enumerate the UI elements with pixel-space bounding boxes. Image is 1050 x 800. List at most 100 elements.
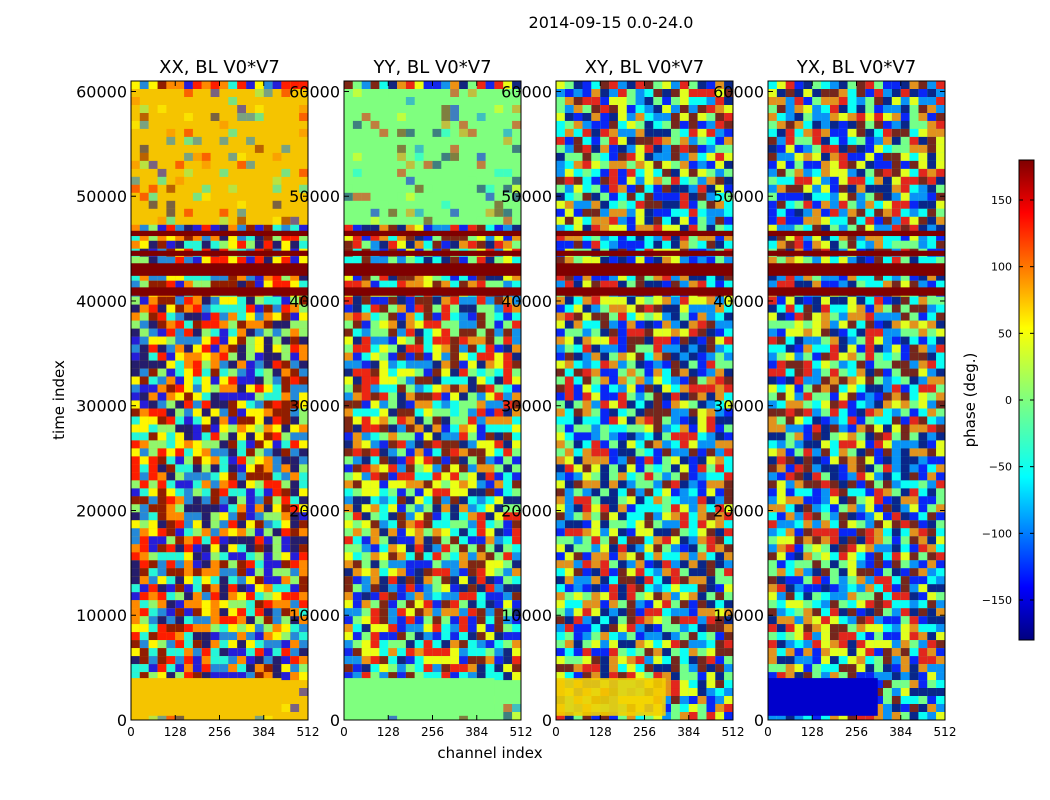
heatmap-cell <box>281 464 291 473</box>
heatmap-cell <box>706 592 716 601</box>
heatmap-cell <box>352 336 362 345</box>
heatmap-cell <box>139 376 149 385</box>
heatmap-cell <box>246 304 255 313</box>
heatmap-cell <box>246 632 255 641</box>
heatmap-cell <box>246 520 255 529</box>
heatmap-cell <box>715 312 725 321</box>
heatmap-cell <box>794 89 804 97</box>
heatmap-cell <box>591 504 601 513</box>
heatmap-cell <box>254 632 264 641</box>
heatmap-cell <box>494 392 504 401</box>
heatmap-cell <box>210 472 220 481</box>
heatmap-cell <box>715 320 725 329</box>
heatmap-cell <box>139 304 149 313</box>
heatmap-cell <box>201 280 211 289</box>
heatmap-cell <box>556 608 565 617</box>
heatmap-cell <box>476 81 486 89</box>
heatmap-cell <box>485 584 495 593</box>
heatmap-cell <box>662 616 671 625</box>
heatmap-cell <box>299 592 308 601</box>
heatmap-cell <box>361 600 371 609</box>
heatmap-cell <box>246 528 255 537</box>
heatmap-cell <box>175 576 185 585</box>
heatmap-cell <box>228 304 238 313</box>
heatmap-cell <box>768 160 777 169</box>
heatmap-cell <box>414 144 424 153</box>
heatmap-cell <box>918 152 928 161</box>
heatmap-cell <box>936 216 945 225</box>
heatmap-cell <box>874 200 883 209</box>
heatmap-cell <box>201 488 211 497</box>
heatmap-cell <box>237 648 246 657</box>
heatmap-cell <box>653 464 663 473</box>
heatmap-cell <box>609 656 618 665</box>
heatmap-cell <box>618 176 627 185</box>
heatmap-cell <box>139 312 149 321</box>
heatmap-cell <box>679 216 689 225</box>
heatmap-cell <box>388 560 398 569</box>
heatmap-cell <box>237 512 246 521</box>
heatmap-cell <box>679 704 689 712</box>
heatmap-cell <box>397 376 406 385</box>
heatmap-cell <box>166 584 176 593</box>
heatmap-cell <box>237 280 246 289</box>
heatmap-cell <box>290 600 300 609</box>
heatmap-cell <box>635 656 645 665</box>
heatmap-cell <box>662 648 671 657</box>
heatmap-cell <box>210 656 220 665</box>
heatmap-cell <box>662 320 671 329</box>
heatmap-cell <box>662 160 671 169</box>
heatmap-cell <box>175 464 185 473</box>
heatmap-cell <box>688 528 698 537</box>
heatmap-cell <box>697 464 707 473</box>
heatmap-cell <box>405 224 415 233</box>
heatmap-cell <box>397 464 406 473</box>
heatmap-cell <box>175 272 185 281</box>
heatmap-cell <box>184 416 193 425</box>
heatmap-cell <box>441 648 451 657</box>
heatmap-cell <box>388 608 398 617</box>
heatmap-cell <box>237 384 246 393</box>
heatmap-cell <box>591 632 601 641</box>
heatmap-cell <box>724 136 733 145</box>
heatmap-cell <box>397 648 406 657</box>
heatmap-cell <box>909 200 919 209</box>
heatmap-cell <box>432 448 442 457</box>
heatmap-cell <box>891 200 901 209</box>
heatmap-cell <box>485 81 495 89</box>
heatmap-cell <box>635 432 645 441</box>
heatmap-cell <box>210 592 220 601</box>
heatmap-cell <box>697 280 707 289</box>
heatmap-cell <box>635 504 645 513</box>
heatmap-cell <box>847 216 857 225</box>
heatmap-cell <box>228 81 238 89</box>
heatmap-cell <box>388 488 398 497</box>
heatmap-cell <box>874 168 883 177</box>
heatmap-cell <box>626 208 636 217</box>
heatmap-cell <box>626 552 636 561</box>
heatmap-cell <box>299 512 308 521</box>
heatmap-cell <box>662 352 671 361</box>
heatmap-cell <box>503 536 513 545</box>
heatmap-cell <box>281 432 291 441</box>
heatmap-cell <box>352 600 362 609</box>
heatmap-cell <box>609 584 618 593</box>
heatmap-cell <box>512 584 521 593</box>
heatmap-cell <box>485 632 495 641</box>
heatmap-cell <box>476 632 486 641</box>
heatmap-cell <box>254 416 264 425</box>
heatmap-cell <box>494 432 504 441</box>
heatmap-cell <box>263 432 273 441</box>
heatmap-cell <box>662 392 671 401</box>
heatmap-cell <box>246 512 255 521</box>
heatmap-cell <box>459 81 468 89</box>
heatmap-cell <box>397 416 406 425</box>
heatmap-cell <box>361 592 371 601</box>
heatmap-cell <box>476 376 486 385</box>
heatmap-cell <box>697 488 707 497</box>
heatmap-cell <box>459 280 468 289</box>
heatmap-cell <box>724 416 733 425</box>
heatmap-cell <box>626 128 636 137</box>
heatmap-cell <box>290 304 300 313</box>
heatmap-cell <box>344 632 353 641</box>
